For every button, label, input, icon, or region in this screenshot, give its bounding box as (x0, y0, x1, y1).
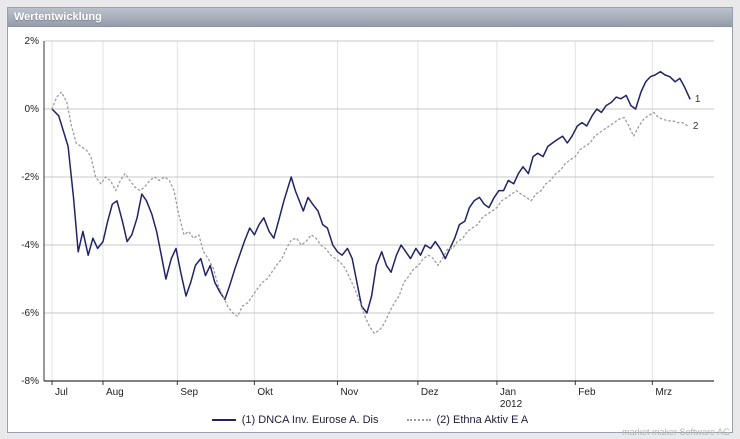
svg-text:Mrz: Mrz (655, 387, 672, 398)
svg-text:Jul: Jul (55, 387, 68, 398)
watermark-text: market maker Software AG (621, 427, 730, 437)
performance-chart: 2% 0% -2% -4% -6% -8% Jul Aug Sep Okt Nov Dez Jan 201… (8, 27, 732, 411)
chart-legend: (1) DNCA Inv. Eurose A. Dis (2) Ethna Ak… (8, 411, 732, 432)
svg-text:-6%: -6% (21, 308, 39, 319)
svg-text:1: 1 (695, 94, 701, 105)
svg-text:2: 2 (693, 121, 699, 132)
legend-item-series2: (2) Ethna Aktiv E A (406, 414, 529, 426)
svg-text:Sep: Sep (180, 387, 198, 398)
svg-text:2012: 2012 (500, 399, 523, 410)
performance-chart-svg: 2% 0% -2% -4% -6% -8% Jul Aug Sep Okt Nov Dez Jan201… (21, 36, 714, 410)
series2-line-swatch-icon (406, 419, 431, 421)
chart-window: Wertentwicklung 2% 0% -2% -4% -6% -8% Jul Aug Se… (7, 7, 733, 433)
svg-text:-8%: -8% (21, 376, 39, 387)
svg-text:Aug: Aug (106, 387, 124, 398)
svg-text:Nov: Nov (340, 387, 358, 398)
svg-text:0%: 0% (25, 104, 40, 115)
svg-text:-4%: -4% (21, 240, 39, 251)
svg-text:-2%: -2% (21, 172, 39, 183)
legend-label-series1: (1) DNCA Inv. Eurose A. Dis (241, 414, 379, 426)
svg-text:Feb: Feb (578, 387, 596, 398)
svg-text:Okt: Okt (257, 387, 273, 398)
svg-text:2%: 2% (25, 36, 40, 47)
window-titlebar: Wertentwicklung (8, 8, 732, 27)
legend-item-series1: (1) DNCA Inv. Eurose A. Dis (211, 414, 379, 426)
svg-text:Dez: Dez (421, 387, 439, 398)
svg-text:Jan: Jan (500, 387, 516, 398)
window-title: Wertentwicklung (14, 11, 102, 23)
series1-line-swatch-icon (211, 419, 236, 421)
legend-label-series2: (2) Ethna Aktiv E A (436, 414, 529, 426)
